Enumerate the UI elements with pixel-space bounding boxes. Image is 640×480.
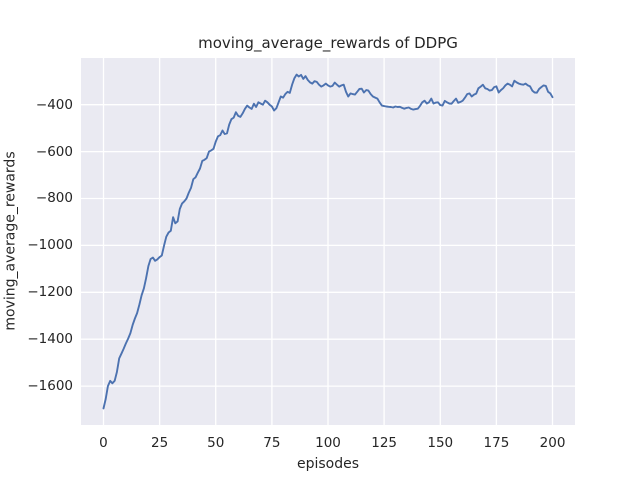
x-tick-label: 175 [483,435,510,451]
y-tick-label: −1400 [27,331,73,348]
reward-line [102,73,554,410]
y-tick-label: −800 [35,190,73,207]
y-tick-label: −400 [35,96,73,113]
x-tick-label: 50 [207,435,225,451]
chart-title: moving_average_rewards of DDPG [198,34,458,52]
x-tick-label: 200 [539,435,566,451]
y-tick-label: −1200 [27,284,73,301]
x-tick-label: 100 [315,435,341,451]
y-tick-label: −1600 [27,378,73,395]
x-tick-label: 150 [427,435,454,451]
y-tick-label: −1000 [27,237,73,254]
x-tick-label: 125 [371,435,398,451]
x-tick-label: 25 [150,435,169,451]
x-tick-label: 0 [99,435,108,451]
line-chart-svg [81,58,575,425]
y-tick-label: −600 [35,143,73,160]
plot-area [81,58,575,425]
x-axis-label: episodes [296,456,360,472]
x-tick-label: 75 [263,435,281,451]
